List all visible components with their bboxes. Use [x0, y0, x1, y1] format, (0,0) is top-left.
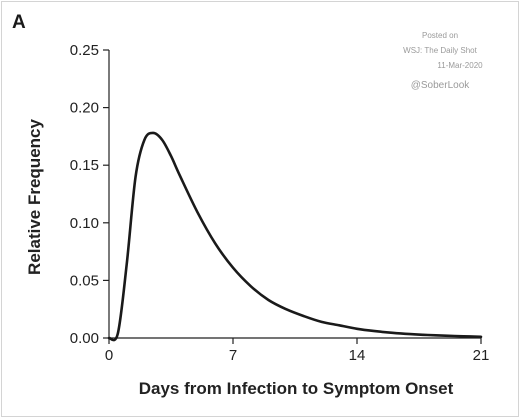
panel-label: A [12, 12, 26, 33]
watermark-date: 11-Mar-2020 [437, 61, 483, 70]
y-tick-label: 0.15 [70, 157, 99, 174]
watermark-source: WSJ: The Daily Shot [403, 46, 477, 55]
y-tick-label: 0.05 [70, 272, 99, 289]
incubation-density-curve [107, 131, 483, 342]
x-axis-title: Days from Infection to Symptom Onset [139, 379, 454, 398]
x-tick-label: 7 [229, 347, 237, 364]
x-tick-label: 14 [349, 347, 366, 364]
axes [108, 50, 481, 339]
y-tick-label: 0.20 [70, 100, 99, 117]
y-tick-label: 0.00 [70, 330, 99, 347]
ticks: 0.00 0.05 0.10 0.15 0.20 0.25 0 7 14 21 [70, 42, 490, 364]
y-axis-title: Relative Frequency [25, 119, 44, 275]
y-tick-label: 0.10 [70, 215, 99, 232]
y-tick-label: 0.25 [70, 42, 99, 59]
watermark-handle: @SoberLook [411, 80, 471, 91]
series-layer [107, 131, 483, 342]
watermark-posted-on: Posted on [422, 31, 458, 40]
x-tick-label: 0 [105, 347, 113, 364]
x-tick-label: 21 [473, 347, 490, 364]
